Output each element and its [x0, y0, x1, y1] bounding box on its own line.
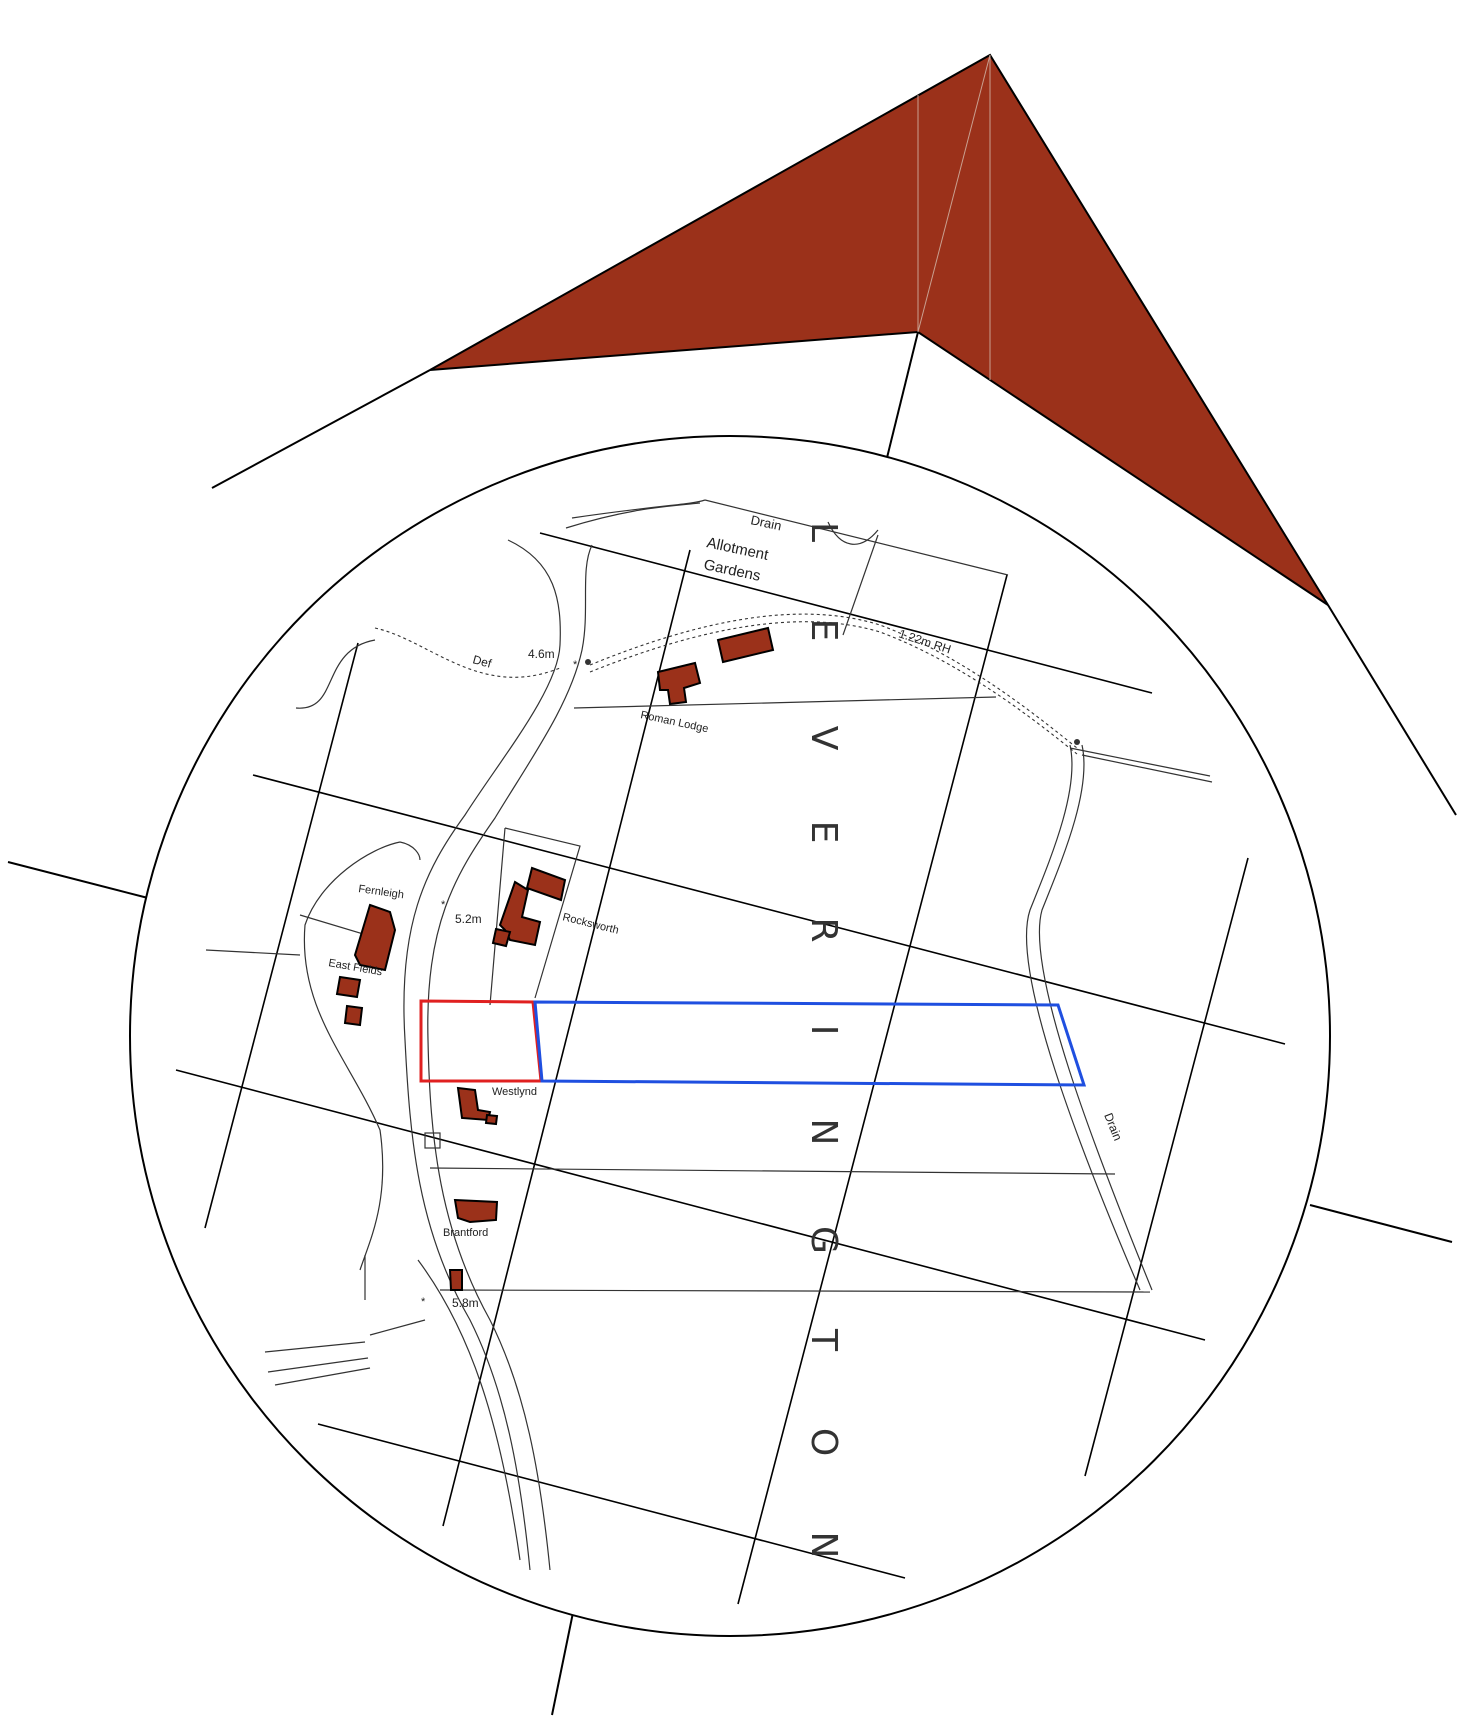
- label-spot-5-8: 5.8m: [452, 1296, 479, 1310]
- svg-text:*: *: [573, 659, 578, 671]
- village-name: L E V E R I N G T O N: [803, 522, 844, 1559]
- logo-line: [211, 369, 431, 489]
- survey-markers: * * *: [421, 659, 1080, 1308]
- grid-lines: [175, 532, 1286, 1605]
- village-letter: T: [803, 1328, 844, 1352]
- logo-line: [881, 331, 919, 479]
- dotted-boundary: [374, 613, 1078, 755]
- village-letter: L: [803, 522, 844, 542]
- ownership-boundary-blue: [533, 1000, 1087, 1087]
- label-westlynd: Westlynd: [492, 1086, 537, 1098]
- logo-line: [7, 861, 149, 899]
- village-letter: E: [803, 821, 844, 844]
- village-letter: I: [803, 1025, 844, 1036]
- logo-line: [1327, 604, 1457, 816]
- main-road-west-edge: [403, 539, 561, 1571]
- roof-logo: [7, 53, 1457, 1716]
- logo-line: [1309, 1204, 1453, 1243]
- buildings: [335, 626, 775, 1291]
- label-def: Def: [471, 652, 493, 671]
- village-letter: G: [803, 1226, 844, 1254]
- road-and-boundary-lines: [205, 499, 1213, 1571]
- label-drain-north: Drain: [749, 512, 783, 533]
- village-letter: V: [803, 726, 844, 751]
- logo-line: [551, 1597, 577, 1716]
- village-letter: O: [803, 1428, 844, 1456]
- village-letter: E: [803, 619, 844, 642]
- roof-ridge-line: [917, 54, 991, 333]
- label-spot-5-2: 5.2m: [455, 912, 482, 926]
- svg-text:*: *: [441, 899, 446, 911]
- main-road-east-edge: [427, 544, 593, 1571]
- label-brantford: Brantford: [443, 1227, 488, 1239]
- svg-text:*: *: [421, 1296, 426, 1308]
- village-letter: R: [803, 917, 844, 942]
- label-spot-4-6: 4.6m: [528, 647, 555, 661]
- map-frame-circle: [129, 435, 1331, 1637]
- village-letter: N: [803, 1119, 844, 1146]
- village-letter: N: [803, 1532, 844, 1559]
